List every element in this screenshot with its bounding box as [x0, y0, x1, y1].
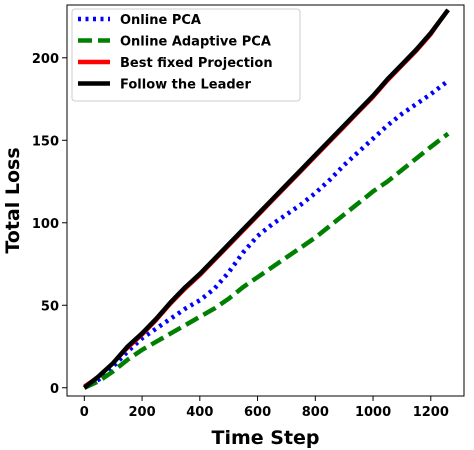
legend-label-3: Best fixed Projection	[120, 56, 273, 71]
series-line-2	[83, 131, 450, 390]
y-tick-label: 0	[50, 382, 59, 397]
series-line-1	[83, 79, 450, 390]
series-layer	[82, 8, 450, 390]
legend-label-2: Online Adaptive PCA	[120, 35, 271, 50]
plot-frame	[66, 4, 465, 397]
x-tick-label: 600	[244, 405, 271, 420]
series-line-4	[82, 8, 450, 390]
legend-box	[71, 8, 301, 102]
x-axis-label: Time Step	[211, 427, 319, 449]
ticks-layer: 0 200 400 600 800 1000 1200 0 50 100 150 200	[32, 52, 449, 420]
x-tick-label: 0	[80, 405, 89, 420]
x-tick-label: 200	[128, 405, 155, 420]
x-tick-label: 1000	[355, 405, 391, 420]
y-tick-label: 150	[32, 134, 59, 149]
legend: Online PCA Online Adaptive PCA Best fixed …	[71, 8, 301, 102]
x-tick-label: 800	[302, 405, 329, 420]
y-tick-label: 50	[41, 299, 59, 314]
legend-label-1: Online PCA	[120, 13, 201, 28]
x-tick-label: 400	[186, 405, 213, 420]
legend-label-4: Follow the Leader	[120, 78, 251, 93]
y-tick-label: 100	[32, 217, 59, 232]
y-axis-label: Total Loss	[2, 147, 24, 253]
x-tick-label: 1200	[413, 405, 449, 420]
y-tick-label: 200	[32, 52, 59, 67]
